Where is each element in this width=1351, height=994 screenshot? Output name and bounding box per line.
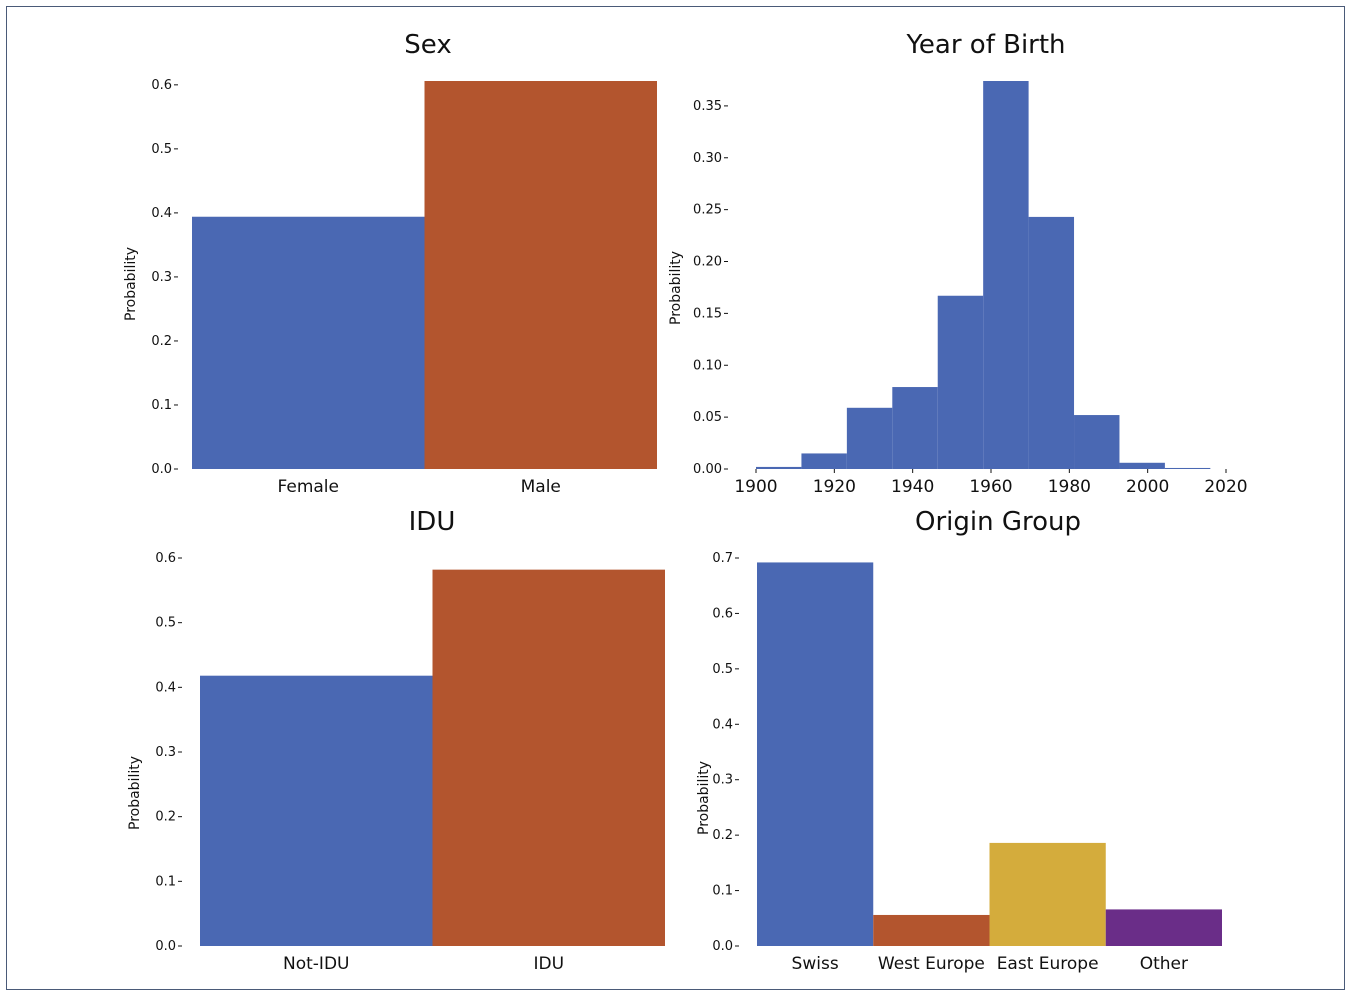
y-axis-label: Probability [123, 247, 139, 321]
histogram-bar [937, 295, 984, 469]
y-tick-label: 0.30 [693, 151, 722, 166]
x-tick-label: 2000 [1126, 477, 1169, 497]
y-tick-label: 0.1 [155, 874, 176, 889]
bar-east-europe [989, 842, 1106, 946]
x-tick-label: 1940 [891, 477, 934, 497]
y-tick-label: 0.4 [712, 717, 733, 732]
x-tick-label: 2020 [1204, 477, 1247, 497]
chart-title: IDU [409, 507, 456, 537]
bar-female [192, 216, 425, 469]
histogram-bar [801, 453, 847, 469]
y-tick-label: 0.1 [712, 884, 733, 899]
y-tick-label: 0.20 [693, 255, 722, 270]
y-tick-label: 0.5 [151, 142, 172, 157]
x-tick-label: 1920 [813, 477, 856, 497]
x-tick-label: Not-IDU [283, 954, 349, 974]
y-tick-label: 0.4 [151, 206, 172, 221]
y-tick-label: 0.0 [712, 939, 733, 954]
y-tick-label: 0.7 [712, 551, 733, 566]
x-tick-label: Swiss [792, 954, 839, 974]
bar-male [424, 81, 657, 469]
x-tick-label: IDU [533, 954, 564, 974]
y-tick-label: 0.6 [155, 551, 176, 566]
y-tick-label: 0.4 [155, 680, 176, 695]
y-tick-label: 0.2 [712, 828, 733, 843]
y-tick-label: 0.25 [693, 203, 722, 218]
y-tick-label: 0.6 [151, 78, 172, 93]
y-tick-label: 0.15 [693, 306, 722, 321]
histogram-bar [892, 387, 938, 469]
bar-west-europe [873, 914, 990, 946]
histogram-bar [983, 81, 1029, 469]
histogram-bar [1028, 216, 1075, 469]
x-tick-label: East Europe [997, 954, 1099, 974]
chart-year-of-birth: Year of Birth Probability 0.00 0.05 0.10 0.… [668, 30, 1248, 497]
y-tick-label: 0.00 [693, 462, 722, 477]
y-tick-label: 0.35 [693, 99, 722, 114]
x-tick-label: Female [278, 477, 339, 497]
y-tick-label: 0.0 [155, 939, 176, 954]
chart-title: Year of Birth [905, 30, 1065, 60]
y-tick-label: 0.3 [151, 270, 172, 285]
y-tick-label: 0.5 [155, 616, 176, 631]
histogram-bar [846, 407, 893, 469]
x-tick-label: West Europe [878, 954, 985, 974]
y-tick-label: 0.5 [712, 662, 733, 677]
bar-swiss [757, 562, 874, 946]
y-tick-label: 0.0 [151, 462, 172, 477]
bar-not-idu [200, 675, 433, 946]
x-tick-label: 1960 [969, 477, 1012, 497]
histogram-bar [756, 466, 802, 469]
y-tick-label: 0.2 [151, 334, 172, 349]
y-tick-label: 0.3 [712, 773, 733, 788]
y-axis-label: Probability [127, 756, 143, 830]
x-tick-label: 1900 [734, 477, 777, 497]
y-tick-label: 0.1 [151, 398, 172, 413]
y-axis-label: Probability [696, 761, 712, 835]
histogram-bar [1119, 462, 1165, 469]
y-tick-label: 0.2 [155, 810, 176, 825]
histogram-bar [1164, 467, 1211, 469]
y-axis-label: Probability [668, 251, 684, 325]
chart-sex: Sex Probability 0.0 0.1 0.2 0.3 0.4 0.5 0.6 Fem… [123, 30, 657, 497]
y-tick-label: 0.05 [693, 410, 722, 425]
y-tick-label: 0.3 [155, 745, 176, 760]
x-tick-label: 1980 [1048, 477, 1091, 497]
chart-title: Origin Group [915, 507, 1081, 537]
x-tick-label: Male [521, 477, 561, 497]
chart-title: Sex [404, 30, 451, 60]
histogram-bar [1074, 415, 1120, 469]
y-tick-label: 0.10 [693, 358, 722, 373]
y-tick-label: 0.6 [712, 606, 733, 621]
bar-idu [432, 569, 665, 946]
chart-origin-group: Origin Group Probability 0.0 0.1 0.2 0.3 0.4… [696, 507, 1222, 974]
chart-idu: IDU Probability 0.0 0.1 0.2 0.3 0.4 0.5 0.6 Not… [127, 507, 665, 974]
bar-other [1105, 909, 1222, 946]
x-tick-label: Other [1140, 954, 1188, 974]
